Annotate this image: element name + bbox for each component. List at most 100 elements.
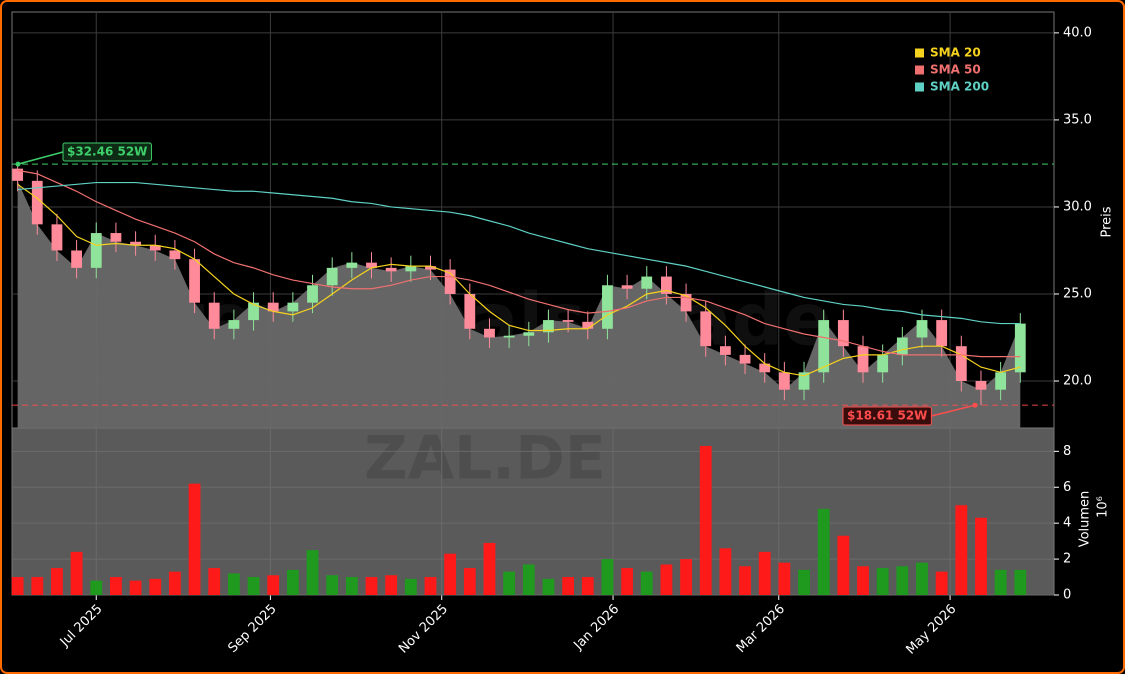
volume-bar: [31, 577, 44, 595]
candle-body: [700, 311, 712, 347]
watermark: ZAL.DE: [364, 424, 606, 494]
volume-bar: [719, 548, 732, 595]
candle-body: [562, 320, 574, 322]
annotation-label: $18.61 52W: [847, 409, 927, 423]
volume-bar: [424, 577, 437, 595]
volume-bar: [463, 568, 476, 595]
y-tick-label: 30.0: [1063, 199, 1092, 214]
volume-bar: [483, 542, 496, 595]
candle-body: [995, 372, 1007, 390]
y-axis-title: Preis: [1100, 206, 1115, 237]
candle-body: [818, 320, 830, 373]
candle-body: [71, 250, 83, 268]
candle-body: [778, 372, 790, 390]
volume-bar: [994, 569, 1007, 595]
sma-line: [17, 181, 1021, 325]
candle-body: [798, 372, 810, 390]
candle-body: [759, 363, 771, 373]
volume-bar: [267, 575, 280, 595]
candle-body: [916, 320, 928, 338]
volume-bar: [798, 569, 810, 595]
candle-body: [484, 328, 495, 338]
annotation-arrow-head: [972, 402, 978, 408]
candle-body: [169, 250, 181, 260]
candle-body: [366, 262, 377, 268]
candle-body: [444, 269, 456, 294]
volume-bar: [916, 562, 928, 595]
candle-body: [90, 233, 102, 268]
volume-bar: [503, 571, 516, 595]
volume-bar: [758, 551, 771, 595]
annotation-arrow-head: [15, 161, 21, 167]
volume-bar: [110, 577, 122, 595]
legend-label: SMA 200: [930, 80, 989, 94]
candle-body: [719, 346, 731, 355]
candle-body: [31, 180, 43, 225]
volume-bar: [345, 577, 358, 595]
candle-body: [346, 262, 358, 268]
volume-bar: [680, 559, 692, 595]
volume-bar: [739, 566, 751, 595]
y-tick-label: 6: [1063, 480, 1071, 495]
candle-body: [51, 224, 63, 251]
sma-line: [17, 169, 1021, 358]
volume-bar: [896, 566, 909, 595]
volume-bar: [857, 566, 869, 595]
y-tick-label: 4: [1063, 516, 1071, 531]
candle-body: [661, 276, 672, 294]
candle-body: [955, 346, 967, 382]
volume-bar: [975, 517, 987, 595]
volume-bar: [11, 577, 24, 595]
y-axis-unit: 10⁶: [1096, 496, 1111, 518]
candle-body: [326, 267, 338, 286]
candle-body: [877, 354, 889, 373]
volume-bar: [817, 508, 830, 595]
volume-bar: [621, 568, 633, 595]
close-area: [17, 180, 1021, 428]
candle-body: [896, 337, 908, 355]
volume-bar: [286, 569, 299, 595]
candle-body: [189, 259, 200, 303]
volume-bar: [581, 577, 594, 595]
candle-body: [857, 346, 869, 373]
volume-bar: [542, 578, 555, 595]
annotation: $18.61 52W: [842, 406, 932, 426]
y-tick-label: 8: [1063, 444, 1071, 459]
volume-bar: [385, 575, 398, 595]
volume-bar: [660, 564, 673, 595]
candle-body: [543, 320, 554, 333]
volume-bar: [1014, 569, 1027, 595]
candle-body: [248, 302, 259, 321]
candle-body: [837, 320, 849, 347]
candle-body: [641, 276, 653, 289]
candle-body: [936, 320, 948, 347]
volume-bar: [208, 568, 221, 595]
volume-bar: [306, 550, 319, 595]
candle-body: [267, 302, 279, 312]
volume-bar: [444, 553, 457, 595]
volume-bar: [70, 551, 83, 595]
volume-bar: [522, 564, 535, 595]
y-tick-label: 0: [1063, 588, 1071, 603]
volume-bar: [699, 445, 712, 595]
y-tick-label: 20.0: [1063, 374, 1092, 389]
volume-bar: [935, 571, 948, 595]
candle-body: [464, 293, 476, 329]
volume-bar: [149, 578, 162, 595]
legend-label: SMA 20: [930, 46, 981, 60]
volume-bar: [640, 571, 653, 595]
volume-bar: [90, 580, 103, 595]
candle-body: [680, 293, 692, 312]
legend-swatch: [915, 82, 924, 92]
legend-swatch: [915, 48, 924, 58]
candle-body: [425, 266, 436, 270]
volume-bar: [326, 575, 339, 595]
candle-body: [12, 168, 24, 181]
candle-body: [130, 241, 141, 246]
legend-label: SMA 50: [930, 63, 981, 77]
candle-body: [405, 266, 417, 272]
y-tick-label: 40.0: [1063, 25, 1092, 40]
candle-body: [228, 320, 240, 329]
